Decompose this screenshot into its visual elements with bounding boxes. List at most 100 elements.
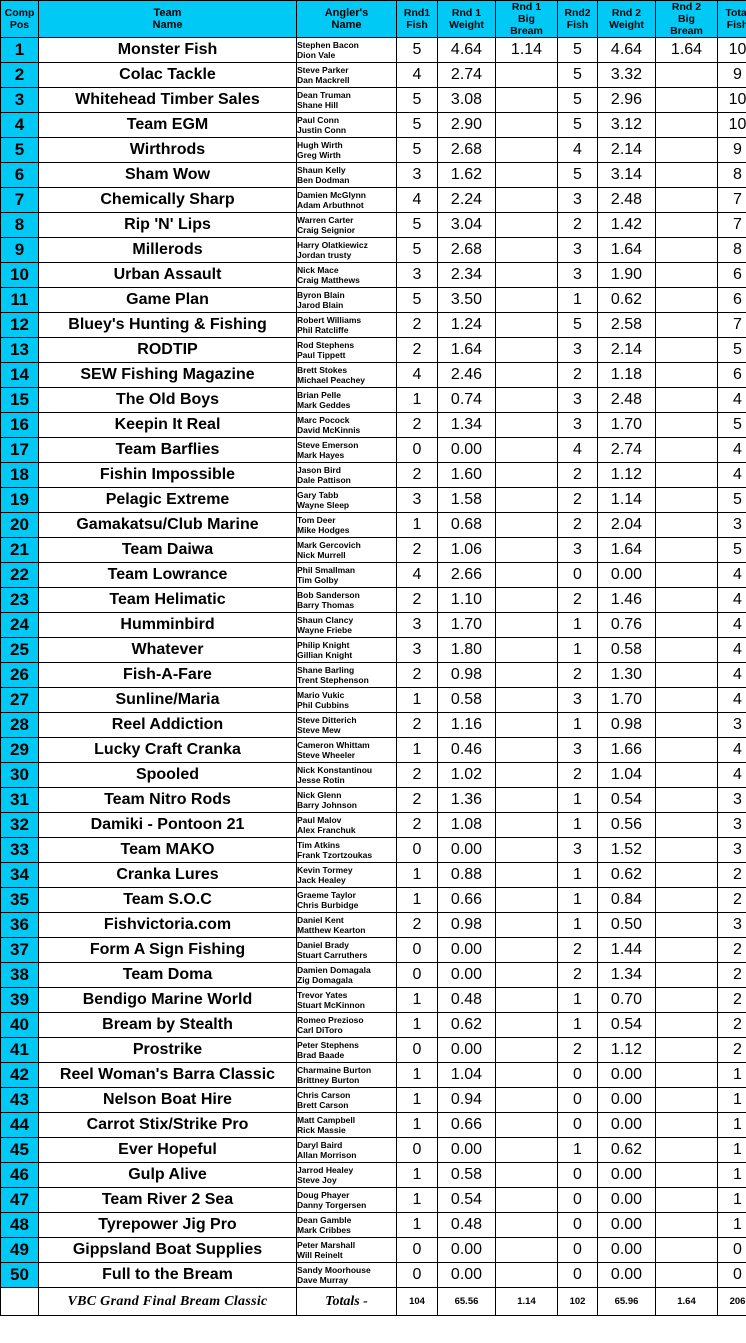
table-row: 35 Team S.O.C Graeme Taylor Chris Burbidge 1… [0, 887, 746, 913]
table-row: 23 Team Helimatic Bob Sanderson Barry Thoma… [0, 587, 746, 613]
rnd1-big-bream-cell [495, 512, 558, 538]
rnd1-big-bream-cell [495, 412, 558, 438]
total-fish-cell: 0 [717, 1262, 746, 1288]
rnd1-weight-cell: 1.02 [437, 762, 496, 788]
totals-spacer [0, 1287, 39, 1316]
comp-pos-cell: 33 [0, 837, 39, 863]
rnd2-fish-cell: 3 [557, 262, 598, 288]
angler-names-cell: Chris Carson Brett Carson [296, 1087, 397, 1113]
rnd1-weight-cell: 1.06 [437, 537, 496, 563]
rnd2-big-bream-cell [655, 537, 718, 563]
total-fish-cell: 10 [717, 87, 746, 113]
rnd1-big-bream-cell [495, 737, 558, 763]
rnd1-fish-cell: 3 [396, 487, 438, 513]
team-name-cell: Team Daiwa [38, 537, 297, 563]
angler-name-1: Shane Barling [297, 664, 355, 675]
rnd1-fish-cell: 1 [396, 1062, 438, 1088]
rnd1-big-bream-cell [495, 1262, 558, 1288]
comp-pos-cell: 32 [0, 812, 39, 838]
rnd1-fish-cell: 3 [396, 612, 438, 638]
rnd1-fish-cell: 4 [396, 62, 438, 88]
rnd2-fish-cell: 0 [557, 1162, 598, 1188]
angler-names-cell: Nick Konstantinou Jesse Rotin [296, 762, 397, 788]
rnd2-fish-cell: 3 [557, 737, 598, 763]
rnd1-weight-cell: 0.98 [437, 912, 496, 938]
angler-name-2: Mike Hodges [297, 525, 350, 535]
comp-pos-cell: 49 [0, 1237, 39, 1263]
rnd2-big-bream-cell [655, 787, 718, 813]
rnd1-weight-cell: 0.00 [437, 1262, 496, 1288]
total-fish-cell: 2 [717, 937, 746, 963]
header-total-fish-line1: Total [725, 7, 746, 19]
header-angler-line1: Angler's [324, 7, 369, 19]
rnd1-weight-cell: 0.58 [437, 1162, 496, 1188]
total-fish-cell: 4 [717, 737, 746, 763]
comp-pos-cell: 36 [0, 912, 39, 938]
rnd1-weight-cell: 4.64 [437, 37, 496, 63]
total-fish-cell: 7 [717, 212, 746, 238]
angler-names-cell: Trevor Yates Stuart McKinnon [296, 987, 397, 1013]
angler-name-2: Dale Pattison [297, 475, 351, 485]
rnd2-fish-cell: 5 [557, 112, 598, 138]
rnd2-big-bream-cell [655, 762, 718, 788]
team-name-cell: Sunline/Maria [38, 687, 297, 713]
angler-name-1: Damien Domagala [297, 964, 371, 975]
angler-name-2: Phil Ratcliffe [297, 325, 349, 335]
header-rnd1-weight-line2: Weight [449, 19, 484, 31]
rnd1-fish-cell: 2 [396, 812, 438, 838]
rnd2-weight-cell: 1.44 [597, 937, 656, 963]
table-row: 50 Full to the Bream Sandy Moorhouse Dave M… [0, 1262, 746, 1288]
angler-name-2: Mark Geddes [297, 400, 351, 410]
comp-pos-cell: 19 [0, 487, 39, 513]
rnd2-big-bream-cell [655, 187, 718, 213]
rnd2-weight-cell: 2.74 [597, 437, 656, 463]
table-row: 19 Pelagic Extreme Gary Tabb Wayne Sleep 3 1.… [0, 487, 746, 513]
rnd2-weight-cell: 2.48 [597, 387, 656, 413]
angler-name-2: Mark Hayes [297, 450, 345, 460]
angler-name-1: Peter Stephens [297, 1039, 359, 1050]
comp-pos-cell: 39 [0, 987, 39, 1013]
angler-name-2: Greg Wirth [297, 150, 341, 160]
rnd1-big-bream-cell [495, 762, 558, 788]
rnd1-fish-cell: 0 [396, 937, 438, 963]
rnd2-big-bream-cell [655, 1212, 718, 1238]
angler-name-1: Paul Conn [297, 114, 340, 125]
total-fish-cell: 0 [717, 1237, 746, 1263]
angler-name-1: Shaun Kelly [297, 164, 346, 175]
rnd2-fish-cell: 2 [557, 762, 598, 788]
team-name-cell: Reel Addiction [38, 712, 297, 738]
angler-name-1: Philip Knight [297, 639, 350, 650]
rnd1-fish-cell: 2 [396, 787, 438, 813]
angler-names-cell: Tim Atkins Frank Tzortzoukas [296, 837, 397, 863]
angler-name-2: Barry Johnson [297, 800, 358, 810]
rnd1-fish-cell: 2 [396, 312, 438, 338]
angler-name-2: Steve Wheeler [297, 750, 356, 760]
rnd2-fish-cell: 2 [557, 662, 598, 688]
table-row: 34 Cranka Lures Kevin Tormey Jack Healey 1 0.… [0, 862, 746, 888]
rnd2-weight-cell: 2.96 [597, 87, 656, 113]
rnd1-big-bream-cell [495, 1187, 558, 1213]
team-name-cell: Bluey's Hunting & Fishing [38, 312, 297, 338]
rnd2-fish-cell: 5 [557, 62, 598, 88]
rnd1-big-bream-cell [495, 862, 558, 888]
rnd2-fish-cell: 0 [557, 1237, 598, 1263]
comp-pos-cell: 7 [0, 187, 39, 213]
rnd1-weight-cell: 1.60 [437, 462, 496, 488]
rnd2-big-bream-cell [655, 137, 718, 163]
team-name-cell: Nelson Boat Hire [38, 1087, 297, 1113]
rnd1-big-bream-cell [495, 912, 558, 938]
rnd1-big-bream-cell [495, 1212, 558, 1238]
rnd1-big-bream-cell [495, 637, 558, 663]
rnd1-big-bream-cell [495, 612, 558, 638]
table-row: 31 Team Nitro Rods Nick Glenn Barry Johnson… [0, 787, 746, 813]
angler-name-1: Steve Ditterich [297, 714, 357, 725]
rnd2-big-bream-cell [655, 862, 718, 888]
angler-name-1: Nick Konstantinou [297, 764, 373, 775]
angler-names-cell: Charmaine Burton Brittney Burton [296, 1062, 397, 1088]
angler-name-1: Jason Bird [297, 464, 341, 475]
rnd1-big-bream-cell [495, 312, 558, 338]
rnd2-weight-cell: 1.46 [597, 587, 656, 613]
comp-pos-cell: 30 [0, 762, 39, 788]
rnd2-weight-cell: 0.70 [597, 987, 656, 1013]
header-rnd2-fish: Rnd2 Fish [557, 0, 598, 38]
